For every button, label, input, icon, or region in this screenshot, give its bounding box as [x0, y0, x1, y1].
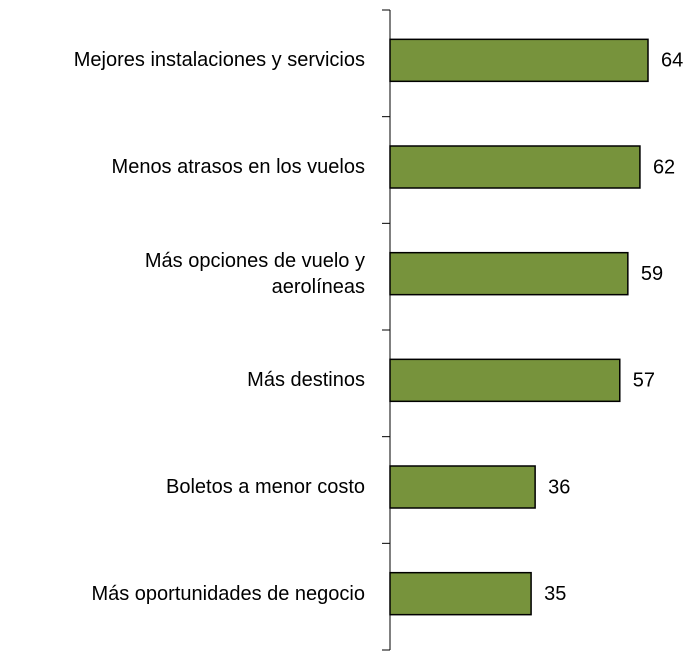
category-label: Boletos a menor costo: [166, 476, 365, 498]
value-label: 64: [661, 50, 683, 72]
category-label: Más oportunidades de negocio: [91, 582, 365, 605]
bar: [389, 251, 629, 296]
bar: [389, 571, 532, 616]
category-label: Mejores instalaciones y servicios: [73, 49, 365, 72]
value-label: 62: [653, 156, 675, 178]
category-label: Menos atrasos en los vuelos: [111, 156, 365, 178]
bar: [389, 358, 621, 403]
bar: [389, 145, 641, 189]
value-label: 57: [633, 370, 655, 392]
bar: [389, 38, 649, 83]
value-label: 59: [641, 263, 663, 285]
category-label: Más opciones de vuelo y aerolíneas: [144, 249, 365, 298]
value-label: 35: [544, 583, 566, 605]
category-label: Más destinos: [247, 369, 365, 392]
value-label: 36: [548, 476, 570, 498]
bar: [389, 465, 536, 509]
